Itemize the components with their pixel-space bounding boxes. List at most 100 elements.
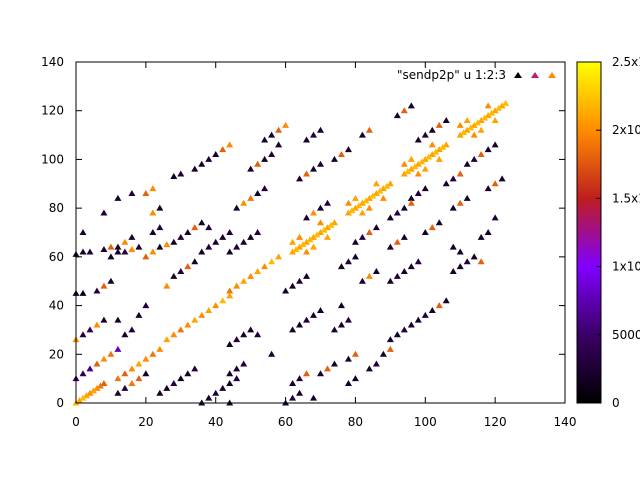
data-point bbox=[184, 370, 192, 377]
data-point bbox=[184, 229, 192, 235]
data-point bbox=[351, 204, 359, 211]
data-point bbox=[330, 219, 338, 226]
data-point bbox=[233, 204, 241, 211]
data-point bbox=[303, 170, 311, 177]
data-point bbox=[372, 360, 380, 367]
plot-frame bbox=[75, 61, 566, 404]
data-point bbox=[121, 248, 129, 255]
x-axis: 0 20 40 60 80 100 120 140 bbox=[72, 62, 576, 429]
data-point bbox=[386, 336, 394, 343]
data-point bbox=[386, 345, 394, 352]
data-point bbox=[114, 375, 122, 382]
data-point bbox=[177, 326, 185, 333]
data-point bbox=[358, 277, 366, 284]
legend: "sendp2p" u 1:2:3 bbox=[397, 68, 556, 82]
data-point bbox=[226, 370, 234, 377]
data-point bbox=[407, 321, 415, 328]
data-point bbox=[191, 258, 199, 265]
data-point bbox=[114, 248, 122, 255]
data-point bbox=[379, 194, 387, 201]
data-point bbox=[484, 185, 492, 192]
data-point bbox=[435, 219, 443, 226]
data-point bbox=[247, 165, 255, 172]
colorbar-tick-label: 2.5x1 bbox=[612, 55, 640, 69]
data-point bbox=[247, 233, 255, 240]
data-point bbox=[128, 246, 136, 253]
data-point bbox=[470, 253, 478, 260]
data-point bbox=[191, 316, 199, 323]
colorbar-tick-label: 1.5x1 bbox=[612, 191, 640, 205]
data-point bbox=[79, 394, 87, 401]
data-point bbox=[296, 389, 304, 396]
data-point bbox=[393, 209, 401, 216]
data-point bbox=[205, 155, 213, 162]
data-point bbox=[268, 350, 276, 357]
data-point bbox=[477, 151, 485, 158]
data-point bbox=[289, 394, 297, 401]
data-point bbox=[254, 267, 262, 274]
data-point bbox=[79, 331, 87, 338]
data-point bbox=[177, 267, 185, 274]
data-point bbox=[268, 258, 276, 265]
data-point bbox=[156, 389, 164, 396]
colorbar-tick-label: 0 bbox=[612, 396, 620, 410]
data-point bbox=[323, 233, 331, 240]
data-point bbox=[491, 141, 499, 148]
data-point bbox=[240, 199, 248, 206]
data-point bbox=[344, 209, 352, 216]
data-point bbox=[303, 214, 311, 221]
data-point bbox=[205, 224, 213, 231]
data-point bbox=[226, 292, 234, 299]
colorbar-tick-label: 1x10 bbox=[612, 260, 640, 274]
data-point bbox=[310, 233, 318, 240]
data-point bbox=[275, 141, 283, 148]
colorbar-gradient bbox=[576, 61, 602, 404]
data-point bbox=[379, 185, 387, 192]
data-point bbox=[121, 238, 129, 245]
data-point bbox=[428, 151, 436, 158]
data-point bbox=[421, 155, 429, 162]
data-point bbox=[212, 151, 220, 158]
data-point bbox=[299, 241, 307, 248]
y-tick-label: 0 bbox=[56, 396, 64, 410]
data-point bbox=[107, 277, 115, 284]
data-point bbox=[163, 336, 171, 343]
data-point bbox=[247, 326, 255, 333]
data-point bbox=[86, 248, 94, 255]
data-point bbox=[474, 119, 482, 126]
data-point bbox=[121, 331, 129, 338]
data-point bbox=[425, 153, 433, 160]
data-point bbox=[296, 277, 304, 284]
data-point bbox=[442, 297, 450, 304]
data-point bbox=[135, 360, 143, 367]
data-point bbox=[449, 267, 457, 274]
data-point bbox=[393, 112, 401, 119]
data-point bbox=[393, 331, 401, 338]
data-point bbox=[100, 209, 108, 216]
data-point bbox=[219, 297, 227, 304]
data-point bbox=[275, 126, 283, 133]
data-points bbox=[72, 99, 510, 406]
data-point bbox=[400, 204, 408, 211]
data-point bbox=[212, 389, 220, 396]
data-point bbox=[491, 214, 499, 221]
data-point bbox=[414, 190, 422, 197]
data-point bbox=[351, 350, 359, 357]
data-point bbox=[456, 121, 464, 128]
data-point bbox=[351, 253, 359, 260]
data-point bbox=[89, 387, 97, 394]
data-point bbox=[261, 263, 269, 270]
data-point bbox=[456, 199, 464, 206]
data-point bbox=[428, 306, 436, 313]
data-point bbox=[463, 258, 471, 265]
data-point bbox=[142, 370, 150, 377]
data-point bbox=[421, 229, 429, 235]
data-point bbox=[330, 326, 338, 333]
data-point bbox=[365, 229, 373, 235]
data-point bbox=[121, 370, 129, 377]
data-point bbox=[156, 345, 164, 352]
data-point bbox=[344, 380, 352, 387]
data-point bbox=[369, 192, 377, 199]
data-point bbox=[170, 380, 178, 387]
data-point bbox=[320, 226, 328, 233]
